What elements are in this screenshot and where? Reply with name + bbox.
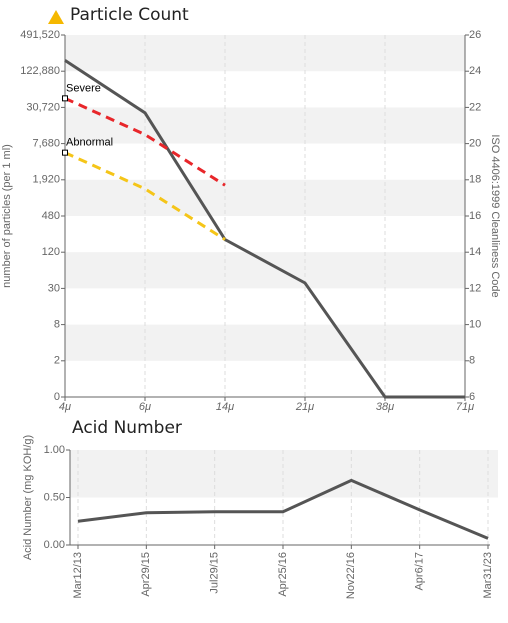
warning-icon xyxy=(48,10,64,24)
y-tick-label: 30 xyxy=(48,282,60,294)
grid-band xyxy=(65,324,465,361)
x-tick-label: Jul29/15 xyxy=(209,552,221,594)
series-label: Severe xyxy=(66,82,101,94)
y2-tick-label: 22 xyxy=(469,101,481,113)
series-line xyxy=(77,478,489,540)
x-tick-label: Apr25/16 xyxy=(277,552,289,597)
x-tick-label: 38μ xyxy=(376,401,394,413)
y-tick-label: 8 xyxy=(54,319,60,331)
x-tick-label: 21μ xyxy=(295,401,314,413)
y-axis-label: number of particles (per 1 ml) xyxy=(1,144,13,288)
marker xyxy=(62,149,68,156)
y-axis-label: Acid Number (mg KOH/g) xyxy=(22,435,34,560)
x-tick-label: Apr29/15 xyxy=(140,552,152,597)
y-tick-label: 120 xyxy=(42,246,60,258)
y2-tick-label: 14 xyxy=(469,246,481,258)
y-tick-label: 2 xyxy=(54,355,60,367)
y-tick-label: 1.00 xyxy=(44,444,65,456)
grid-band xyxy=(65,252,465,289)
series-label: Abnormal xyxy=(66,137,113,149)
grid-band xyxy=(70,450,498,498)
x-tick-label: Apr6/17 xyxy=(414,552,426,591)
y2-axis-label: ISO 4406:1999 Cleanliness Code xyxy=(489,134,501,297)
x-tick-label: 6μ xyxy=(139,401,151,413)
y2-tick-label: 20 xyxy=(469,138,481,150)
grid-band xyxy=(65,179,465,216)
y-tick-label: 480 xyxy=(42,210,60,222)
x-tick-label: Nov22/16 xyxy=(345,552,357,599)
y-tick-label: 491,520 xyxy=(20,29,60,41)
x-tick-label: Mar12/13 xyxy=(72,552,84,598)
y2-tick-label: 26 xyxy=(469,29,481,41)
series-line xyxy=(64,96,226,187)
series-line xyxy=(64,59,465,399)
chart-title: Acid Number xyxy=(72,418,182,438)
y-tick-label: 30,720 xyxy=(26,101,60,113)
y-tick-label: 0.50 xyxy=(44,491,65,503)
y-tick-label: 122,880 xyxy=(20,65,60,77)
y-tick-label: 0 xyxy=(54,391,60,403)
grid-band xyxy=(65,107,465,144)
y2-tick-label: 8 xyxy=(469,355,475,367)
grid-band xyxy=(65,35,465,72)
x-tick-label: Mar31/23 xyxy=(482,552,494,598)
y2-tick-label: 10 xyxy=(469,319,481,331)
y2-tick-label: 16 xyxy=(469,210,481,222)
marker xyxy=(62,95,68,102)
y2-tick-label: 18 xyxy=(469,174,481,186)
y-tick-label: 0.00 xyxy=(44,539,65,551)
y2-tick-label: 24 xyxy=(469,65,481,77)
series-line xyxy=(64,151,226,241)
y2-tick-label: 6 xyxy=(469,391,475,403)
y-tick-label: 7,680 xyxy=(32,138,60,150)
x-tick-label: 71μ xyxy=(456,401,474,413)
y-tick-label: 1,920 xyxy=(32,174,60,186)
x-tick-label: 14μ xyxy=(216,401,234,413)
x-tick-label: 4μ xyxy=(59,401,71,413)
y2-tick-label: 12 xyxy=(469,282,481,294)
chart-title: Particle Count xyxy=(70,5,189,25)
